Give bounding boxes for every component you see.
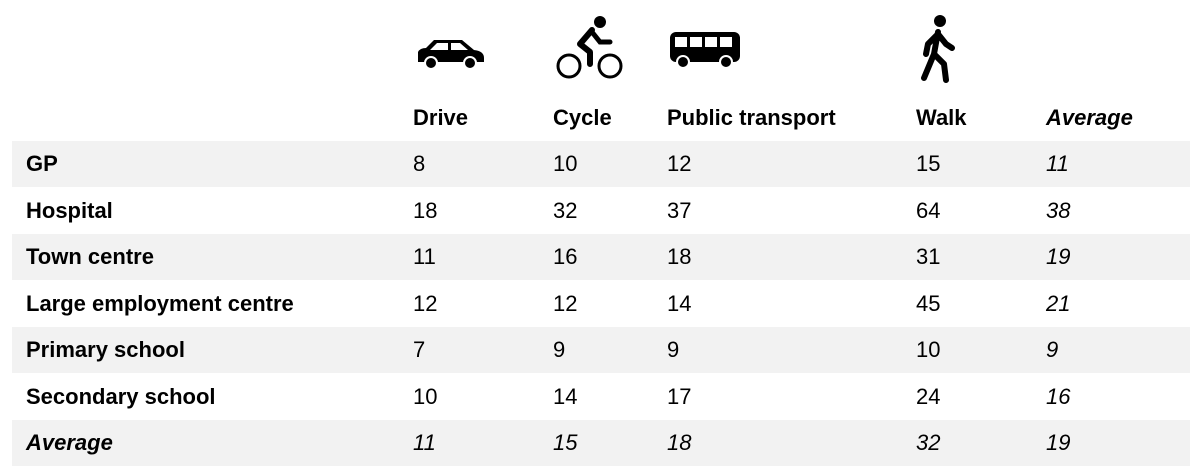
table-row (12, 420, 1190, 466)
table-cell: 21 (1046, 290, 1071, 316)
row-label: Town centre (26, 244, 154, 269)
walk-icon (921, 15, 955, 83)
row-label: Large employment centre (26, 290, 294, 316)
table-cell: 12 (553, 290, 578, 316)
table-cell: 37 (667, 197, 692, 223)
table-row (12, 234, 1190, 280)
table-cell: 16 (1046, 383, 1071, 409)
table-cell: 32 (916, 430, 941, 455)
column-header: Average (1046, 105, 1133, 130)
row-label: Average (26, 430, 113, 455)
column-header: Walk (916, 105, 967, 130)
table-cell: 7 (413, 337, 426, 362)
table-cell: 8 (413, 151, 426, 176)
table-cell: 17 (667, 383, 692, 409)
table-cell: 18 (413, 197, 438, 223)
table-cell: 31 (916, 244, 941, 269)
table-row (12, 188, 1190, 234)
table-cell: 12 (667, 151, 692, 176)
table-cell: 12 (413, 290, 438, 316)
table-cell: 19 (1046, 244, 1071, 269)
table-cell: 10 (916, 337, 941, 362)
table-cell: 9 (667, 337, 680, 362)
table-cell: 15 (916, 151, 941, 176)
table-cell: 18 (667, 430, 692, 455)
bus-icon (670, 32, 740, 69)
table-row (12, 141, 1190, 187)
table-cell: 24 (916, 383, 941, 409)
table-cell: 64 (916, 197, 941, 223)
table-cell: 9 (1046, 337, 1059, 362)
table-cell: 45 (916, 290, 941, 316)
column-header: Drive (413, 105, 469, 130)
table-cell: 10 (553, 151, 578, 176)
table-cell: 11 (413, 244, 436, 269)
row-label: GP (26, 151, 58, 176)
table-cell: 14 (667, 290, 692, 316)
column-header: Public transport (667, 105, 836, 130)
table-cell: 18 (667, 244, 692, 269)
car-icon (418, 40, 484, 70)
table-cell: 32 (553, 197, 578, 223)
table-cell: 15 (553, 430, 578, 455)
table-cell: 10 (413, 383, 438, 409)
row-label: Primary school (26, 337, 185, 362)
row-label: Hospital (26, 197, 113, 223)
table-cell: 38 (1046, 197, 1071, 223)
column-header: Cycle (553, 105, 612, 130)
table-cell: 9 (553, 337, 566, 362)
table-cell: 19 (1046, 430, 1071, 455)
table-row (12, 327, 1190, 373)
table-cell: 11 (413, 430, 436, 455)
table-cell: 11 (1046, 151, 1069, 176)
table-cell: 16 (553, 244, 578, 269)
cycle-icon (556, 16, 623, 79)
table-cell: 14 (553, 383, 578, 409)
row-label: Secondary school (26, 383, 216, 409)
